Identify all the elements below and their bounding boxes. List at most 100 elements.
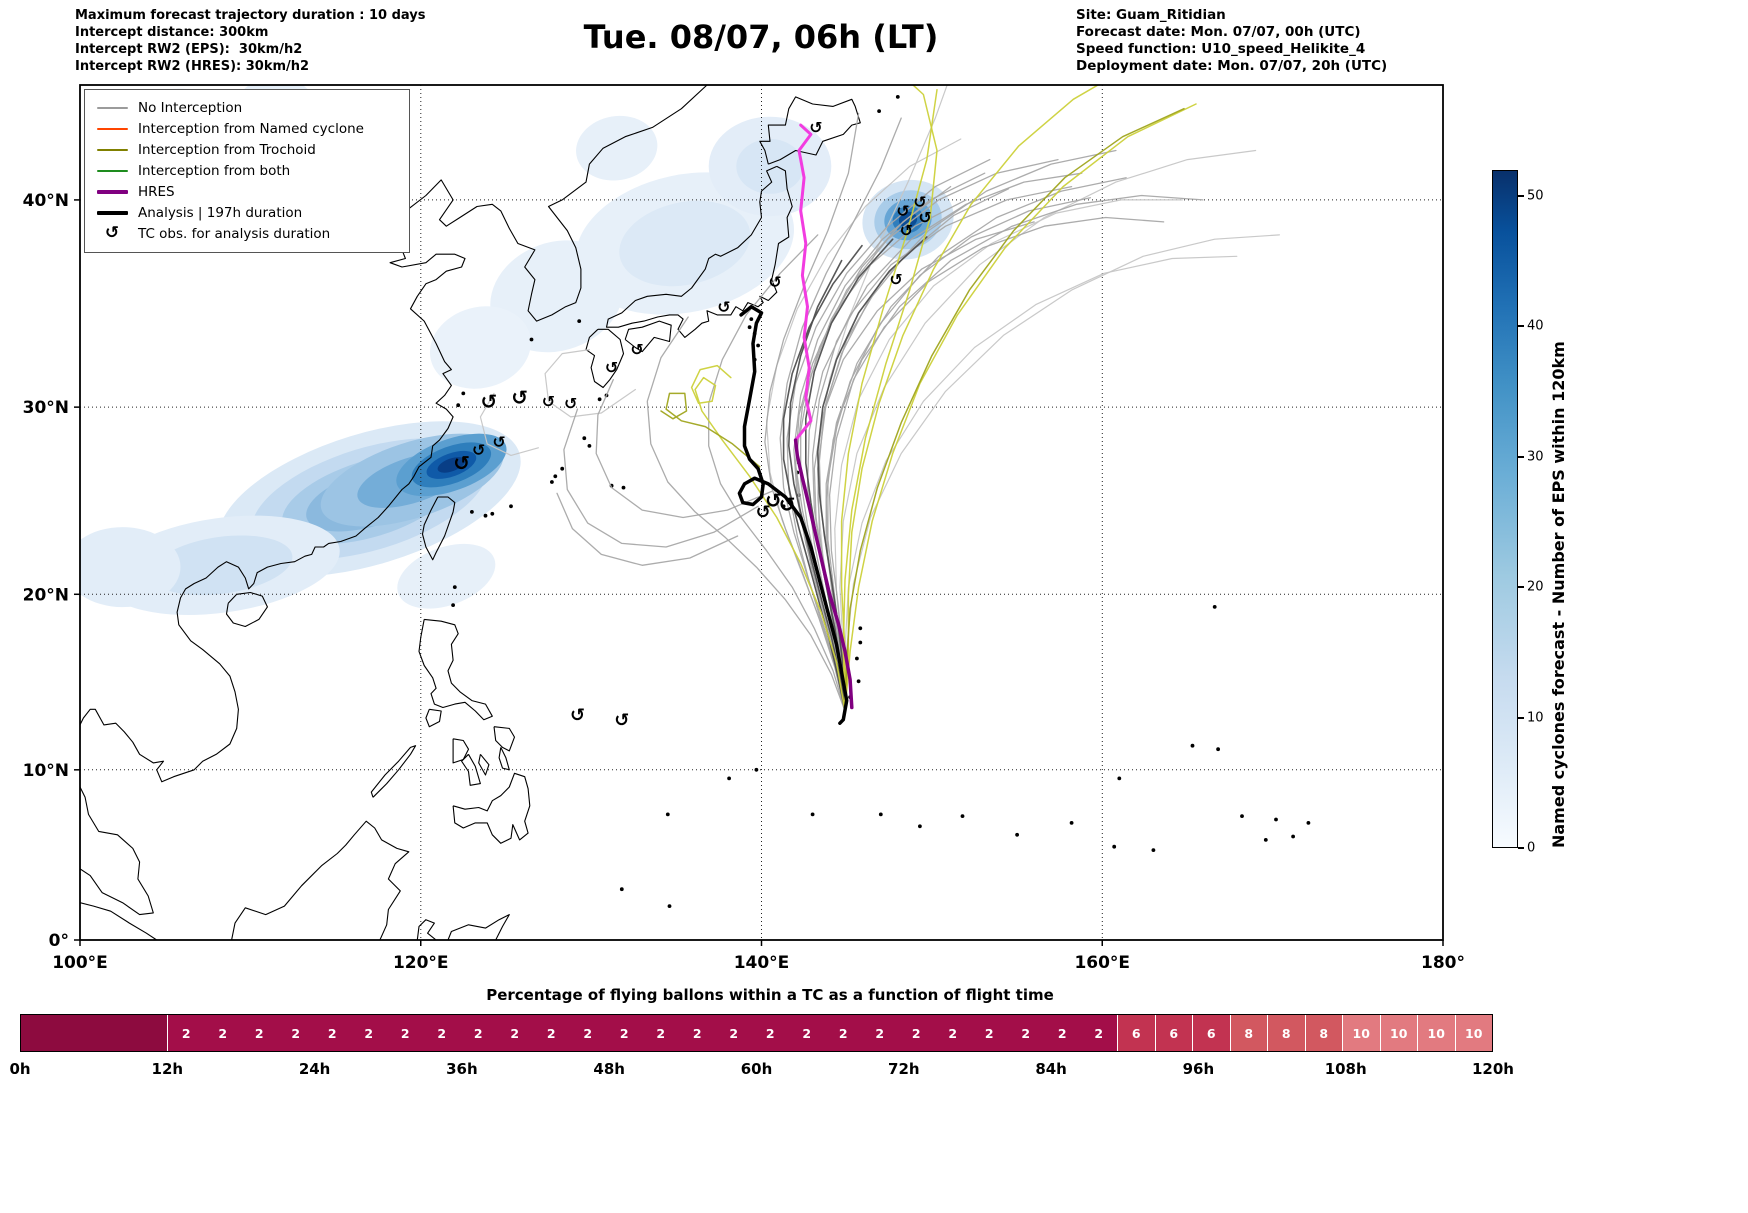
flight-time-cell: 2	[752, 1015, 789, 1051]
coastline	[80, 85, 708, 783]
tc-obs-marker: ↺	[570, 705, 585, 726]
y-tick-label: 10°N	[23, 761, 69, 781]
legend-line-sample	[95, 127, 129, 130]
tc-obs-marker: ↺	[768, 272, 781, 291]
flight-time-cell	[94, 1015, 131, 1051]
island-dot	[1151, 848, 1156, 852]
gray-track	[828, 216, 1165, 712]
gray-track	[708, 234, 846, 712]
flight-time-cell: 10	[1417, 1015, 1455, 1051]
colorbar	[1492, 170, 1518, 848]
eps-density-blob	[736, 139, 804, 194]
gray_light-track	[844, 234, 1281, 712]
legend-label: Interception from Trochoid	[138, 141, 316, 158]
eps-density-blob	[619, 200, 751, 287]
header-left-line: Maximum forecast trajectory duration : 1…	[75, 8, 426, 23]
flight-time-tick-label: 72h	[888, 1060, 920, 1078]
tc-obs-marker: ↺	[614, 710, 629, 731]
island-dot	[665, 812, 670, 817]
tc-obs-marker: ↺	[453, 451, 470, 475]
flight-time-cell: 6	[1154, 1015, 1192, 1051]
x-tick-label: 180°	[1421, 953, 1465, 973]
island-dot	[781, 504, 786, 509]
flight-time-cell	[130, 1015, 167, 1051]
legend-line	[96, 210, 128, 215]
tc-obs-marker: ↺	[918, 208, 931, 227]
coastline	[231, 820, 410, 940]
header-right: Site: Guam_Ritidian Forecast date: Mon. …	[1076, 7, 1387, 75]
y-tick-label: 20°N	[23, 585, 69, 605]
legend-row: Analysis | 197h duration	[95, 202, 399, 223]
gray-track	[786, 158, 991, 712]
flight-time-cell: 2	[642, 1015, 679, 1051]
island-dot	[529, 337, 534, 342]
island-dot	[490, 511, 495, 516]
olive-track	[844, 107, 1185, 712]
colorbar-tick	[1518, 586, 1524, 589]
gray-track	[595, 378, 773, 519]
flight-time-cell: 2	[1080, 1015, 1117, 1051]
island-dot	[858, 626, 863, 631]
y-tick-label: 30°N	[23, 398, 69, 418]
colorbar-tick	[1518, 195, 1524, 198]
island-dot	[667, 904, 672, 908]
island-dot	[461, 391, 466, 396]
flight-time-tick-label: 36h	[446, 1060, 478, 1078]
island-dot	[727, 776, 731, 781]
legend-line	[96, 106, 128, 109]
flight-time-cell: 2	[569, 1015, 606, 1051]
island-dot	[483, 513, 488, 518]
tc-obs-marker: ↺	[913, 193, 926, 212]
tc-obs-marker: ↺	[542, 392, 555, 411]
legend: No Interception Interception from Named c…	[84, 89, 410, 253]
legend-label: HRES	[138, 183, 175, 200]
colorbar-tick	[1518, 716, 1524, 719]
x-tick-label: 140°E	[734, 953, 790, 973]
tc-obs-marker: ↺	[472, 440, 485, 459]
coastline	[225, 591, 268, 628]
flight-time-cell: 6	[1192, 1015, 1230, 1051]
island-dot	[597, 397, 602, 402]
coastline	[624, 320, 672, 353]
island-dot	[747, 325, 752, 330]
header-right-line: Forecast date: Mon. 07/07, 00h (UTC)	[1076, 24, 1361, 40]
eps-density-blob	[397, 543, 496, 609]
x-tick-label: 120°E	[393, 953, 449, 973]
coastline	[416, 919, 437, 940]
island-dot	[756, 343, 760, 348]
flight-time-cell: 8	[1267, 1015, 1305, 1051]
legend-row: Interception from Trochoid	[95, 139, 399, 160]
coastline	[421, 496, 456, 561]
olive-track	[660, 392, 761, 468]
flight-time-cell	[21, 1015, 58, 1051]
coastline	[452, 738, 470, 764]
legend-line-sample	[95, 210, 129, 215]
eps-density-blob	[437, 457, 466, 473]
flight-time-tick-label: 0h	[9, 1060, 31, 1078]
header-left: Maximum forecast trajectory duration : 1…	[75, 7, 426, 75]
flight-time-bar: 2 2 2 2 2 2 2 2 2 2 2 2 2 2 2 2 2 2 2 2 2 2 2 2 2 2 6 6 6 8 8 8 10 10 10 10	[20, 1014, 1493, 1052]
coastline	[425, 708, 442, 728]
analysis-track	[737, 304, 849, 725]
flight-time-tick-label: 24h	[298, 1060, 331, 1078]
coastline	[759, 96, 861, 165]
gray-track	[817, 149, 1117, 712]
island-dot	[550, 480, 554, 484]
island-dot	[621, 485, 626, 490]
flight-time-cell: 2	[788, 1015, 825, 1051]
flight-time-tick-label: 108h	[1324, 1060, 1367, 1078]
tc-obs-marker: ↺	[717, 297, 730, 316]
flight-time-cell: 8	[1229, 1015, 1267, 1051]
gray-track	[764, 112, 860, 712]
island-dot	[858, 640, 863, 645]
tc-obs-icon: ↺	[104, 223, 120, 243]
y-tick-label: 40°N	[23, 191, 69, 211]
tc-obs-marker: ↺	[896, 202, 909, 221]
coastline	[370, 745, 417, 798]
flight-time-tick-label: 120h	[1472, 1060, 1514, 1078]
flight-time-cell: 2	[1007, 1015, 1044, 1051]
coastline	[447, 914, 510, 940]
legend-label: No Interception	[138, 99, 243, 116]
gray-track	[646, 316, 846, 712]
flight-time-axis: 0h 12h 24h 36h 48h 60h 72h 84h 96h 108h 120h	[0, 1060, 1748, 1084]
